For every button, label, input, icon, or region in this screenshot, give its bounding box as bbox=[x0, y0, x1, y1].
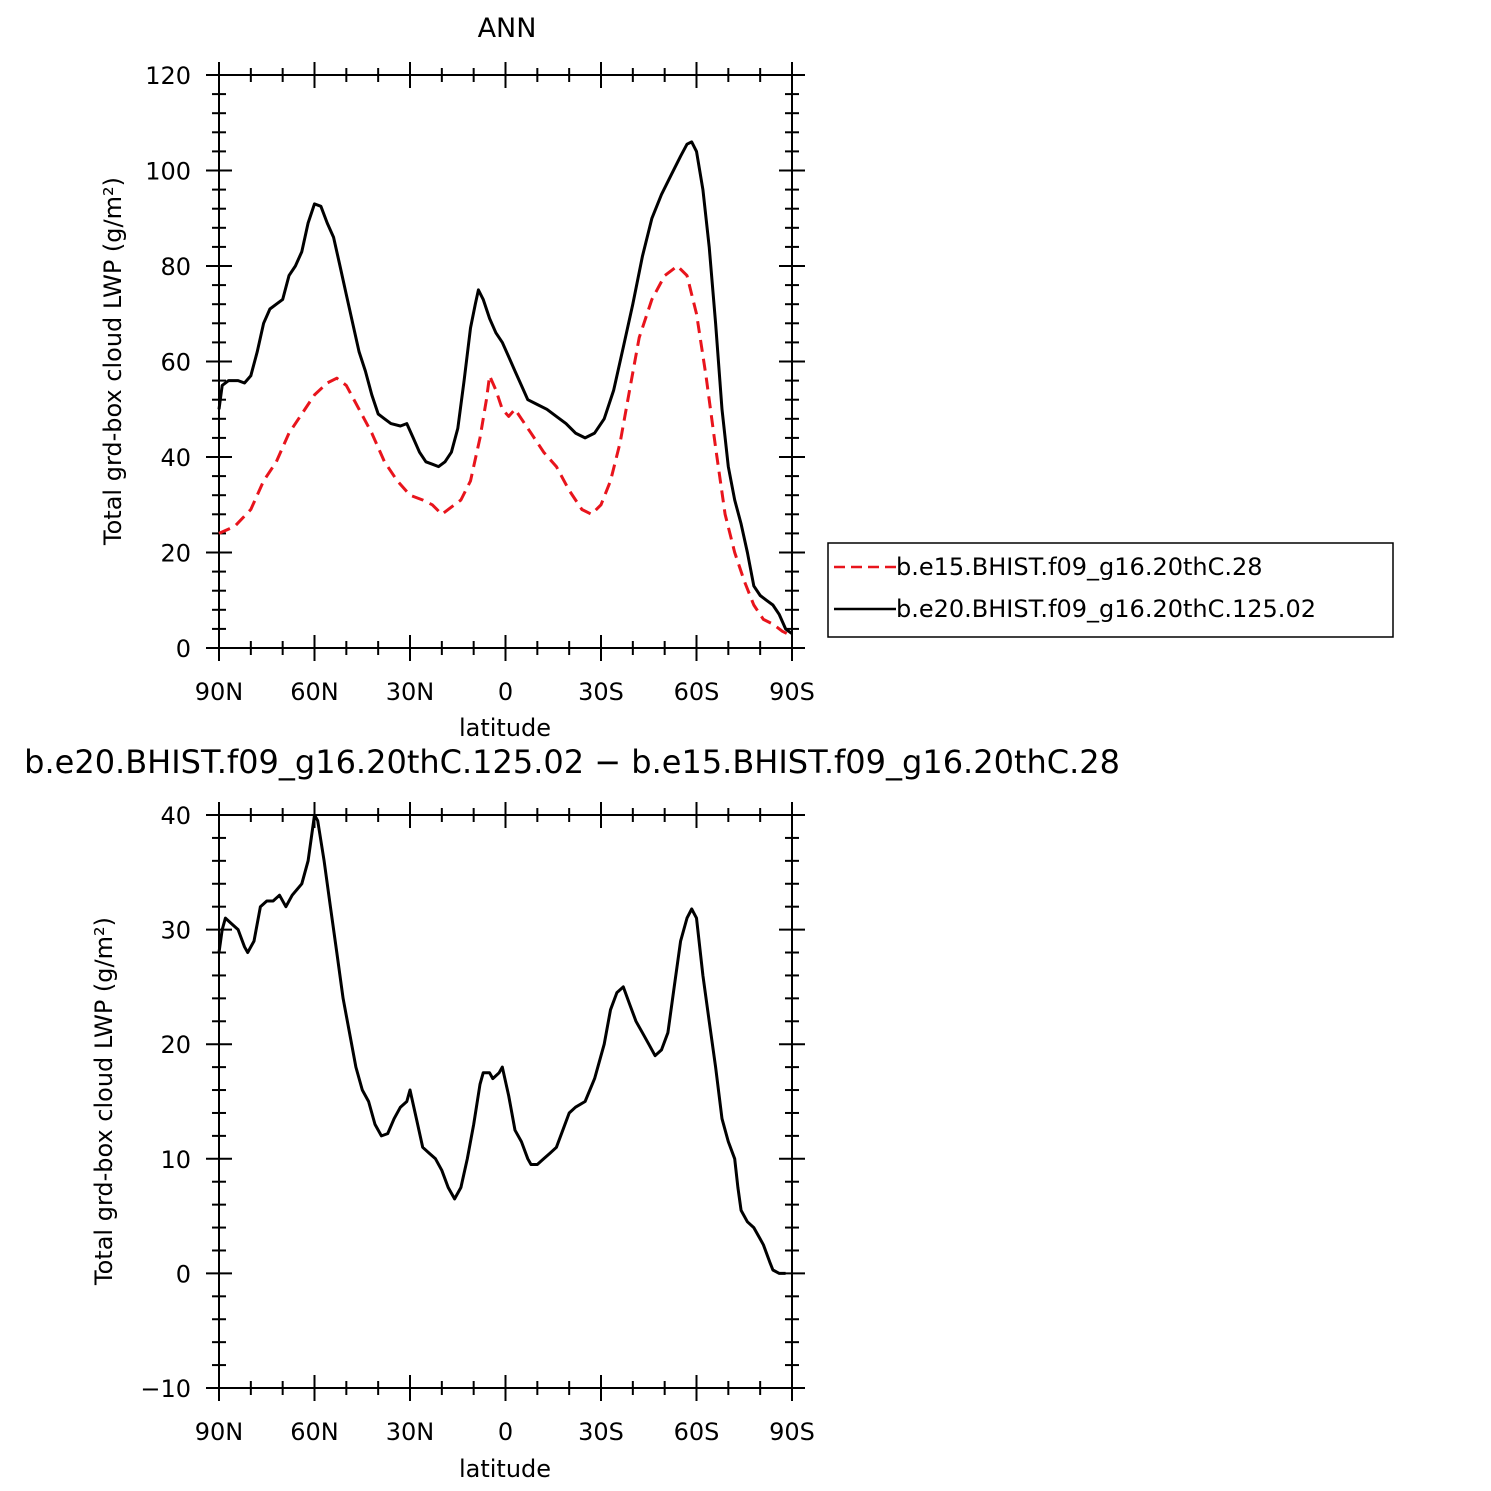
bottom-chart-y-axis-label: Total grd-box cloud LWP (g/m²) bbox=[90, 917, 118, 1286]
top-chart-x-tick-label: 30N bbox=[386, 678, 435, 706]
top-chart-x-tick-label: 30S bbox=[578, 678, 624, 706]
top-chart-y-tick-label: 60 bbox=[160, 349, 191, 377]
bottom-chart-y-tick-label: 40 bbox=[160, 802, 191, 830]
top-chart-series-lines bbox=[217, 140, 793, 638]
bottom-chart-y-tick-label: −10 bbox=[140, 1375, 191, 1403]
bottom-chart-x-axis-label: latitude bbox=[459, 1455, 551, 1483]
legend: b.e15.BHIST.f09_g16.20thC.28 b.e20.BHIST… bbox=[827, 542, 1394, 638]
top-chart-y-axis-label: Total grd-box cloud LWP (g/m²) bbox=[99, 177, 127, 546]
top-chart-x-tick-label: 90N bbox=[195, 678, 244, 706]
top-chart-x-tick-label: 90S bbox=[769, 678, 815, 706]
bottom-chart-y-tick-label: 10 bbox=[160, 1146, 191, 1174]
top-chart-y-tick-label: 40 bbox=[160, 444, 191, 472]
bottom-chart-x-tick-label: 0 bbox=[498, 1418, 513, 1446]
bottom-chart-x-tick-label: 60S bbox=[674, 1418, 720, 1446]
top-chart-y-tick-label: 0 bbox=[176, 635, 191, 663]
bottom-chart-series-lines bbox=[217, 813, 786, 1275]
top-chart-x-axis-label: latitude bbox=[459, 714, 551, 742]
top-chart-y-tick-label: 80 bbox=[160, 253, 191, 281]
top-chart-x-tick-label: 60S bbox=[674, 678, 720, 706]
legend-entry-2: b.e20.BHIST.f09_g16.20thC.125.02 bbox=[896, 595, 1316, 623]
top-chart-plot-frame bbox=[218, 74, 793, 649]
bottom-chart-ticks bbox=[206, 802, 805, 1401]
bottom-chart-y-tick-label: 20 bbox=[160, 1031, 191, 1059]
top-chart-ticks bbox=[206, 62, 805, 661]
bottom-chart-y-tick-labels: −10 0 10 20 30 40 bbox=[140, 802, 191, 1403]
bottom-chart: b.e20.BHIST.f09_g16.20thC.125.02 − b.e15… bbox=[24, 743, 1120, 1483]
top-chart-x-tick-label: 0 bbox=[498, 678, 513, 706]
top-chart-x-tick-label: 60N bbox=[290, 678, 339, 706]
bottom-chart-x-tick-label: 90S bbox=[769, 1418, 815, 1446]
legend-box bbox=[827, 542, 1394, 638]
top-chart-y-tick-labels: 0 20 40 60 80 100 120 bbox=[145, 62, 191, 663]
top-chart-series-1-line bbox=[218, 264, 793, 638]
bottom-chart-x-tick-label: 90N bbox=[195, 1418, 244, 1446]
bottom-chart-x-tick-label: 30S bbox=[578, 1418, 624, 1446]
top-chart-series-2-line bbox=[217, 140, 793, 635]
bottom-chart-plot-frame bbox=[218, 814, 793, 1389]
bottom-chart-x-tick-label: 60N bbox=[290, 1418, 339, 1446]
bottom-chart-y-tick-label: 0 bbox=[176, 1260, 191, 1288]
bottom-chart-series-1-line bbox=[217, 813, 786, 1275]
top-chart-y-tick-label: 120 bbox=[145, 62, 191, 90]
top-chart-y-tick-label: 20 bbox=[160, 540, 191, 568]
bottom-chart-x-tick-labels: 90N 60N 30N 0 30S 60S 90S bbox=[195, 1418, 815, 1446]
bottom-chart-title: b.e20.BHIST.f09_g16.20thC.125.02 − b.e15… bbox=[24, 743, 1120, 781]
legend-entry-1: b.e15.BHIST.f09_g16.20thC.28 bbox=[896, 553, 1263, 581]
top-chart-title: ANN bbox=[478, 13, 537, 44]
bottom-chart-y-tick-label: 30 bbox=[160, 917, 191, 945]
top-chart-y-tick-label: 100 bbox=[145, 158, 191, 186]
bottom-chart-x-tick-label: 30N bbox=[386, 1418, 435, 1446]
top-chart-x-tick-labels: 90N 60N 30N 0 30S 60S 90S bbox=[195, 678, 815, 706]
